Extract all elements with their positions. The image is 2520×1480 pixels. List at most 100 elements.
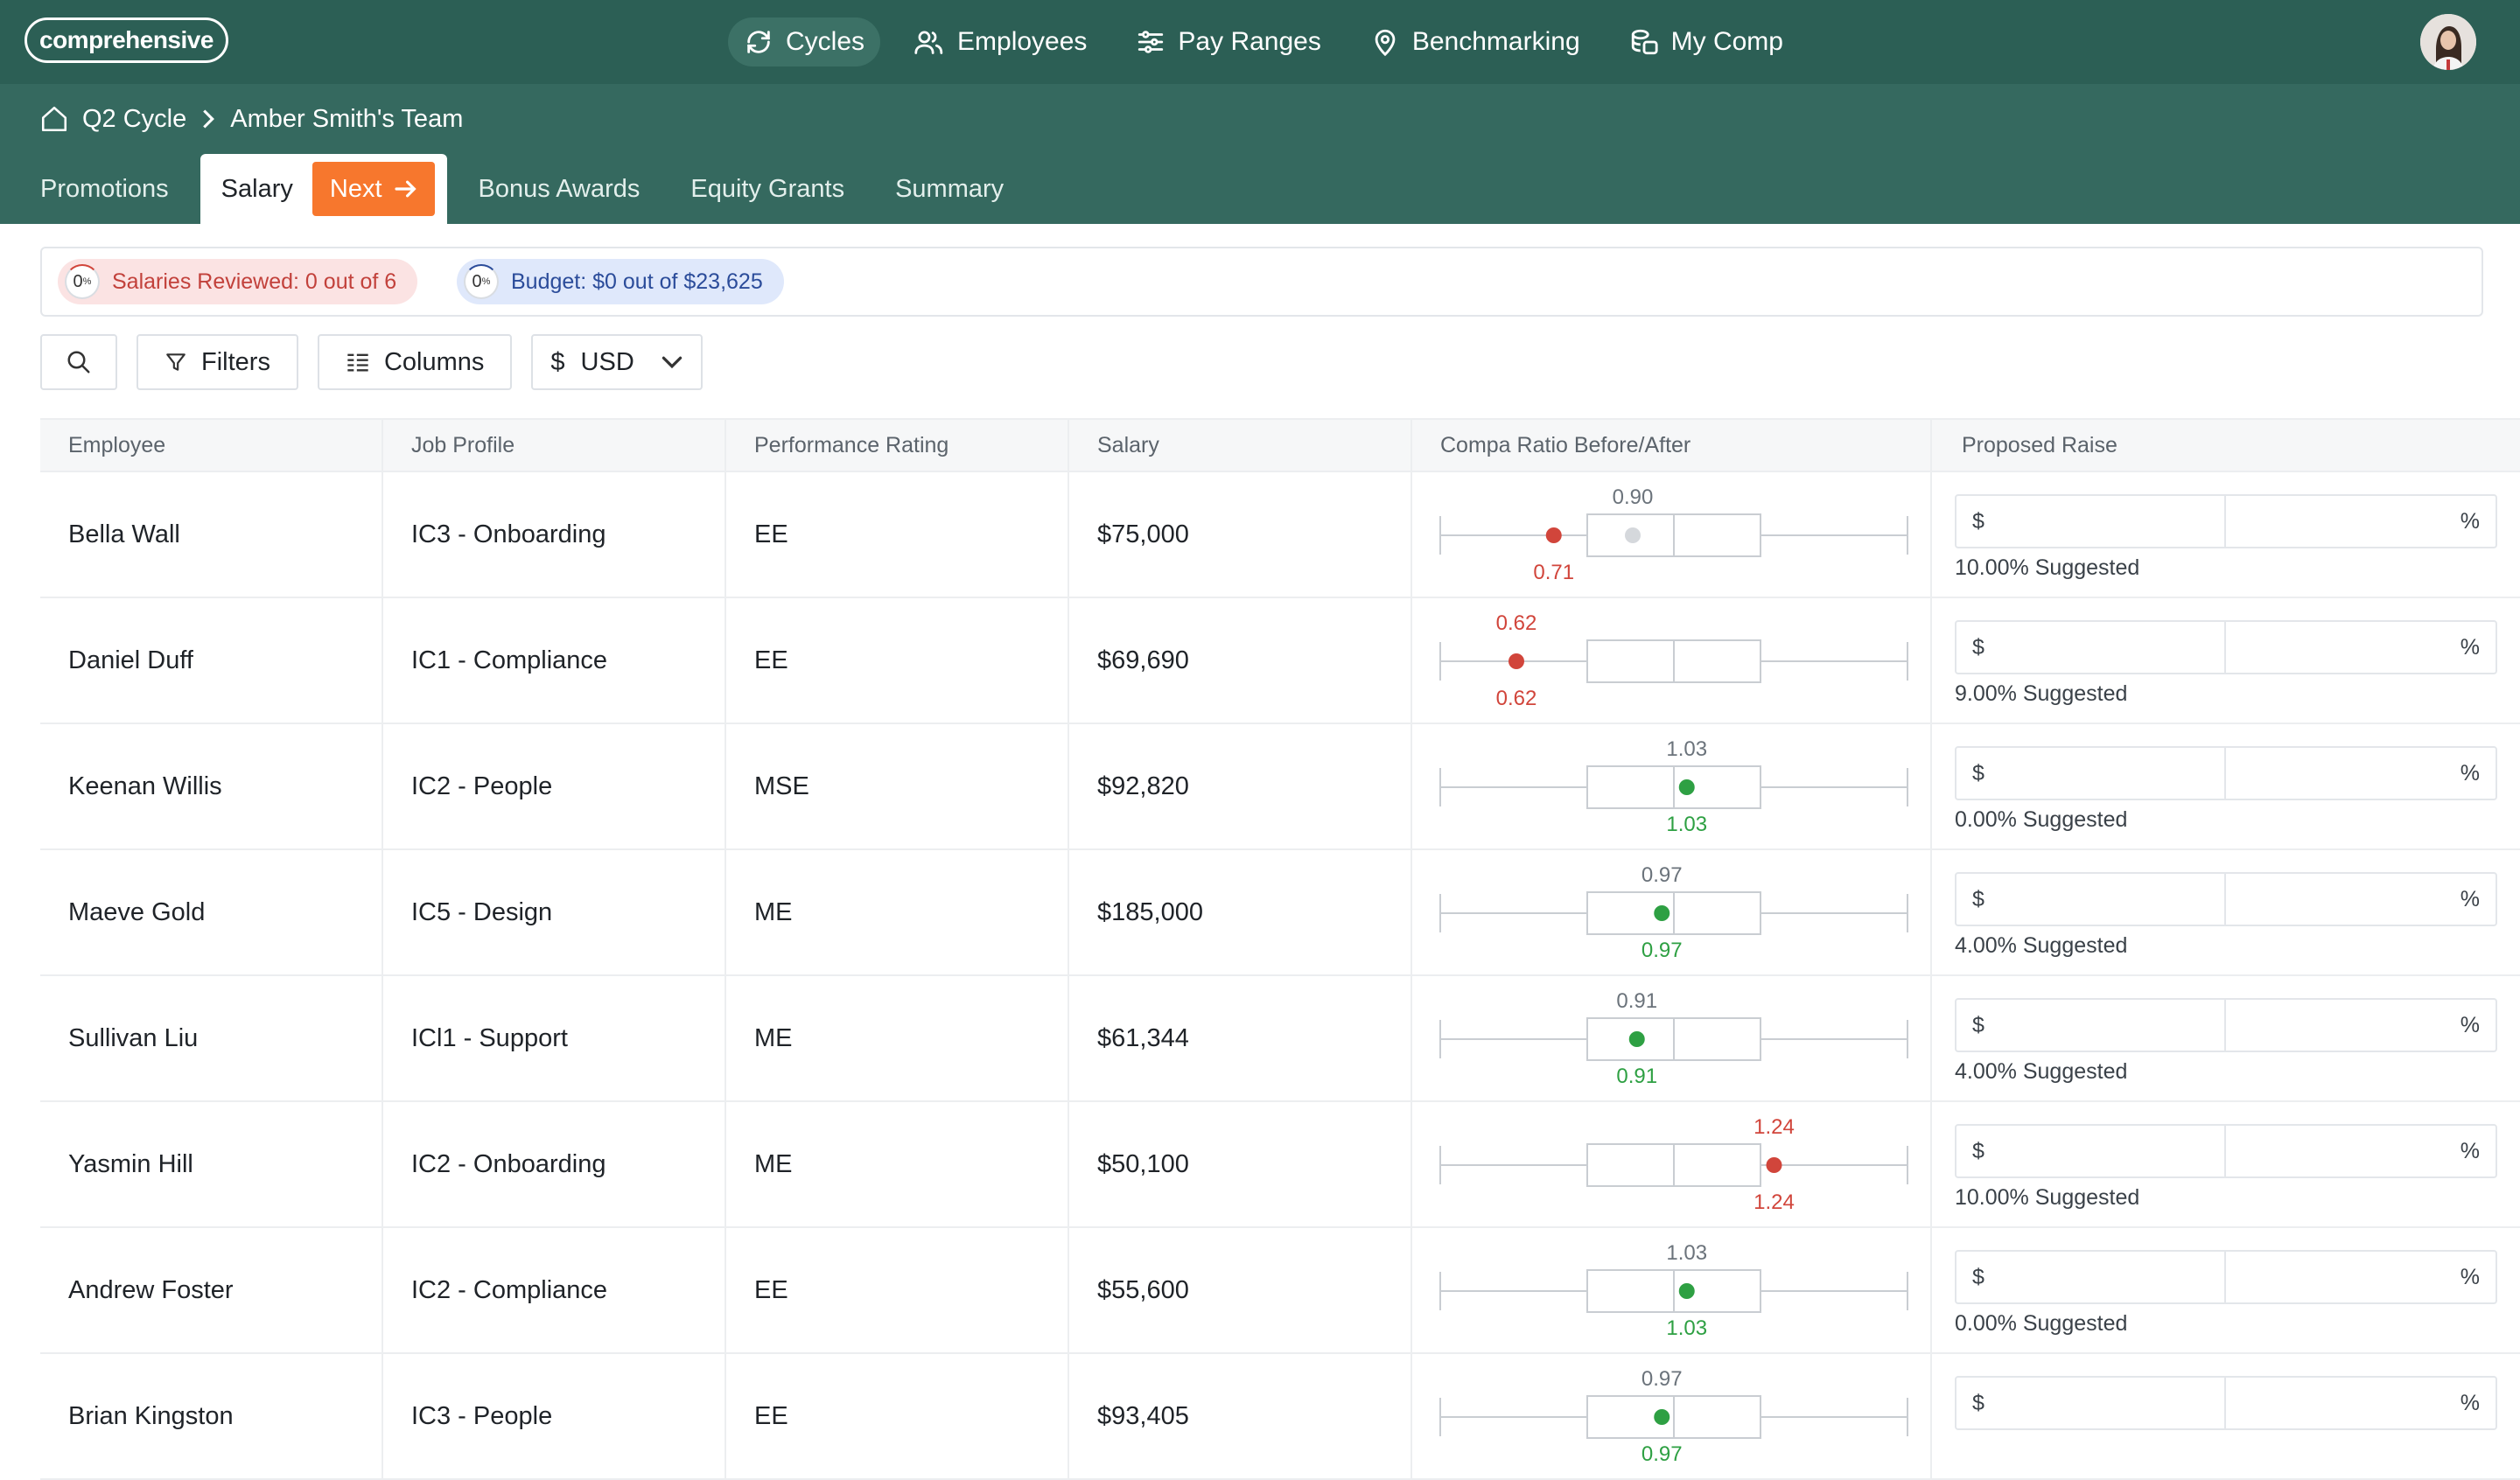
progress-ring: 0% [65,264,100,299]
raise-percent-input[interactable]: % [2226,496,2496,547]
compa-ratio-cell: 0.91 0.91 [1412,976,1932,1100]
breadcrumb-cycle[interactable]: Q2 Cycle [82,104,187,133]
table-row: Brian Kingston IC3 - People EE $93,405 0… [40,1354,2520,1480]
currency-value: USD [580,347,634,376]
raise-input-group: $ % [1955,1124,2497,1178]
proposed-raise: $ % [1955,1353,2497,1479]
next-button-label: Next [329,174,382,203]
dollar-prefix: $ [1972,1012,1984,1037]
raise-input-group: $ % [1955,494,2497,548]
main-nav: Cycles Employees Pay Ranges Benchmarking… [728,17,1816,66]
raise-amount-input[interactable]: $ [1956,874,2226,925]
raise-amount-input[interactable]: $ [1956,1252,2226,1302]
before-ratio-label: 0.97 [1642,939,1683,962]
raise-percent-input[interactable]: % [2226,1126,2496,1176]
employee-name[interactable]: Keenan Willis [40,724,383,848]
tab-promotions[interactable]: Promotions [40,174,169,203]
app-logo[interactable]: comprehensive [24,17,228,63]
raise-percent-input[interactable]: % [2226,748,2496,799]
employee-name[interactable]: Bella Wall [40,472,383,597]
tab-bonus-awards[interactable]: Bonus Awards [478,174,640,203]
sliders-icon [1138,31,1164,53]
column-header-job-profile[interactable]: Job Profile [383,420,726,471]
ratio-dot [1654,1409,1670,1425]
raise-amount-input[interactable]: $ [1956,1000,2226,1051]
currency-select[interactable]: $ USD [531,334,703,390]
nav-item-employees[interactable]: Employees [898,17,1102,66]
raise-input-group: $ % [1955,872,2497,926]
compa-ratio-chart: 0.97 0.97 [1439,1367,1908,1466]
suggested-raise: 10.00% Suggested [1955,555,2140,580]
columns-label: Columns [383,347,485,376]
salary-value: $93,405 [1069,1354,1412,1478]
search-button[interactable] [40,334,117,390]
salary-value: $69,690 [1069,598,1412,723]
compa-ratio-cell: 0.90 0.71 [1412,472,1932,597]
progress-ring: 0% [464,264,499,299]
raise-percent-input[interactable]: % [2226,1252,2496,1302]
employee-name[interactable]: Yasmin Hill [40,1102,383,1226]
nav-item-cycles[interactable]: Cycles [728,17,881,66]
nav-item-pay-ranges[interactable]: Pay Ranges [1120,17,1336,66]
employee-name[interactable]: Daniel Duff [40,598,383,723]
compa-ratio-cell: 1.03 1.03 [1412,724,1932,848]
proposed-raise: $ % 0.00% Suggested [1955,1227,2497,1353]
employee-name[interactable]: Sullivan Liu [40,976,383,1100]
column-header-performance-rating[interactable]: Performance Rating [726,420,1069,471]
raise-percent-input[interactable]: % [2226,622,2496,673]
compa-ratio-chart: 0.90 0.71 [1439,485,1908,584]
avatar-icon [2420,14,2476,70]
job-profile: IC3 - People [383,1354,726,1478]
filters-button[interactable]: Filters [136,334,298,390]
performance-rating: MSE [726,724,1069,848]
cycle-header: Q2 Cycle Amber Smith's Team Promotions S… [0,84,2520,224]
employee-name[interactable]: Brian Kingston [40,1354,383,1478]
columns-button[interactable]: Columns [317,334,513,390]
user-avatar[interactable] [2420,14,2476,70]
column-header-compa-ratio[interactable]: Compa Ratio Before/After [1412,420,1932,471]
suggested-raise: 10.00% Suggested [1955,1185,2140,1210]
raise-amount-input[interactable]: $ [1956,496,2226,547]
proposed-raise-cell: $ % 10.00% Suggested [1932,472,2520,597]
budget-badge: 0% Budget: $0 out of $23,625 [457,259,784,304]
ratio-dot [1678,779,1695,795]
job-profile: IC2 - Compliance [383,1228,726,1352]
nav-item-my-comp[interactable]: My Comp [1614,17,1799,66]
column-header-employee[interactable]: Employee [40,420,383,471]
performance-rating: ME [726,976,1069,1100]
proposed-raise-cell: $ % [1932,1354,2520,1478]
column-header-proposed-raise[interactable]: Proposed Raise [1962,432,2118,457]
table-row: Yasmin Hill IC2 - Onboarding ME $50,100 … [40,1102,2520,1228]
raise-percent-input[interactable]: % [2226,1000,2496,1051]
proposed-raise-cell: $ % 10.00% Suggested [1932,1102,2520,1226]
table-toolbar: Filters Columns $ USD [40,334,722,390]
after-ratio-label: 0.97 [1642,863,1683,887]
tab-summary[interactable]: Summary [895,174,1004,203]
next-button[interactable]: Next [312,162,435,216]
tab-salary[interactable]: Salary Next [200,154,447,224]
employee-name[interactable]: Andrew Foster [40,1228,383,1352]
proposed-raise: $ % 10.00% Suggested [1955,1101,2497,1227]
raise-amount-input[interactable]: $ [1956,1378,2226,1428]
salary-value: $61,344 [1069,976,1412,1100]
nav-item-benchmarking[interactable]: Benchmarking [1354,17,1596,66]
proposed-raise-cell: $ % 0.00% Suggested [1932,724,2520,848]
tab-equity-grants[interactable]: Equity Grants [690,174,845,203]
employee-name[interactable]: Maeve Gold [40,850,383,974]
salaries-reviewed-label: Salaries Reviewed: 0 out of 6 [112,269,397,294]
raise-amount-input[interactable]: $ [1956,748,2226,799]
people-icon [914,31,943,54]
after-ratio-label: 1.24 [1754,1115,1795,1139]
raise-amount-input[interactable]: $ [1956,622,2226,673]
salary-value: $185,000 [1069,850,1412,974]
home-icon[interactable] [38,104,70,134]
raise-amount-input[interactable]: $ [1956,1126,2226,1176]
cycle-tabs: Promotions Salary Next Bonus Awards Equi… [21,154,1035,224]
raise-percent-input[interactable]: % [2226,1378,2496,1428]
columns-icon [347,353,368,372]
job-profile: IC5 - Design [383,850,726,974]
raise-input-group: $ % [1955,1250,2497,1304]
raise-percent-input[interactable]: % [2226,874,2496,925]
job-profile: ICl1 - Support [383,976,726,1100]
column-header-salary[interactable]: Salary [1069,420,1412,471]
